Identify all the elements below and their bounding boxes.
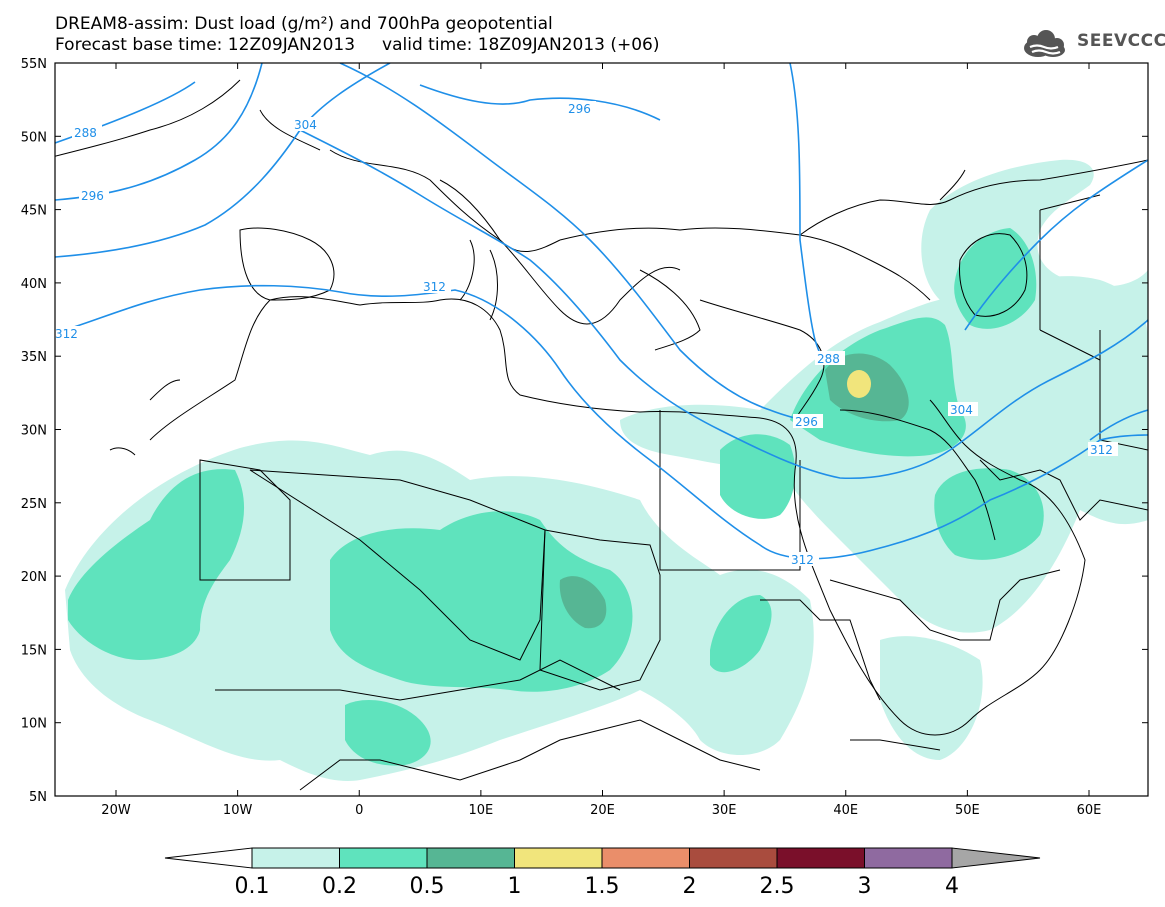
map-subtitle: Forecast base time: 12Z09JAN2013 valid t… (55, 35, 660, 55)
lat-tick-label: 10N (21, 717, 47, 732)
contour-label: 312 (423, 280, 446, 294)
latitude-axis: 55N 50N 45N 40N 35N 30N 25N 20N 15N 10N 5N (21, 57, 1148, 805)
contour-312-west (55, 284, 1148, 560)
lat-tick-label: 15N (21, 643, 47, 658)
lat-tick-label: 5N (29, 790, 47, 805)
colorbar-tick-label: 1.5 (585, 874, 620, 899)
dust-region-sudan (710, 595, 772, 673)
contour-label: 296 (795, 415, 818, 429)
colorbar-box (339, 847, 428, 869)
contour-label: 288 (74, 126, 97, 140)
lon-tick-label: 20E (590, 803, 615, 818)
colorbar-box (251, 847, 340, 869)
colorbar-box (426, 847, 515, 869)
dust-region-egypt (720, 434, 796, 519)
colorbar-box (776, 847, 865, 869)
dust-region-chad-core (559, 576, 607, 629)
lon-tick-label: 0 (355, 803, 363, 818)
contour-label: 304 (294, 118, 317, 132)
dust-region-max (847, 370, 871, 398)
lat-tick-label: 20N (21, 570, 47, 585)
contour-296-east (339, 63, 821, 426)
lat-tick-label: 35N (21, 350, 47, 365)
lon-tick-label: 10E (468, 803, 493, 818)
lon-tick-label: 10W (223, 803, 253, 818)
contour-label: 312 (1090, 443, 1113, 457)
colorbar-tick-label: 0.5 (410, 874, 445, 899)
dust-region-nigeria (345, 700, 431, 766)
colorbar-box (514, 847, 603, 869)
colorbar-tick-label: 1 (508, 874, 522, 899)
colorbar-box (689, 847, 778, 869)
colorbar-tick-label: 3 (858, 874, 872, 899)
contour-label: 296 (568, 102, 591, 116)
lat-tick-label: 45N (21, 204, 47, 219)
dust-region-arabia-south (880, 636, 983, 760)
contour-labels: 288 296 304 312 288 296 304 312 296 312 … (53, 101, 1118, 567)
contour-label: 288 (817, 352, 840, 366)
lat-tick-label: 55N (21, 57, 47, 72)
lat-tick-label: 30N (21, 424, 47, 439)
colorbar-high-arrow (951, 847, 1041, 869)
dust-region-gulf (934, 468, 1044, 560)
contour-label: 312 (55, 327, 78, 341)
map-title: DREAM8-assim: Dust load (g/m²) and 700hP… (55, 14, 553, 34)
lat-tick-label: 50N (21, 130, 47, 145)
contour-304-caspian (964, 159, 1148, 331)
contour-label: 304 (950, 403, 973, 417)
lon-tick-label: 60E (1077, 803, 1102, 818)
contour-312-east (1089, 409, 1148, 441)
contour-296-north (419, 84, 661, 121)
longitude-axis: 20W 10W 0 10E 20E 30E 40E 50E 60E (101, 63, 1101, 818)
contour-304-west (55, 63, 391, 258)
contour-304-east (299, 129, 1148, 480)
lat-tick-label: 25N (21, 497, 47, 512)
lon-tick-label: 50E (955, 803, 980, 818)
colorbar-tick-label: 2.5 (760, 874, 795, 899)
lat-tick-label: 40N (21, 277, 47, 292)
contour-label: 296 (81, 189, 104, 203)
colorbar-tick-label: 4 (945, 874, 959, 899)
colorbar-tick-label: 0.2 (322, 874, 357, 899)
colorbar-tick-label: 2 (683, 874, 697, 899)
lon-tick-label: 40E (833, 803, 858, 818)
contour-label: 312 (791, 553, 814, 567)
geopotential-contours (55, 63, 1148, 560)
colorbar-low-arrow (164, 847, 253, 869)
colorbar-box (864, 847, 953, 869)
colorbar-box (601, 847, 690, 869)
cloud-icon (1024, 30, 1065, 57)
lon-tick-label: 20W (101, 803, 131, 818)
dust-region-sahel (330, 511, 633, 692)
colorbar-tick-label: 0.1 (235, 874, 270, 899)
dust-shading (65, 159, 1148, 781)
lon-tick-label: 30E (712, 803, 737, 818)
logo-text: SEEVCCC (1077, 31, 1165, 51)
